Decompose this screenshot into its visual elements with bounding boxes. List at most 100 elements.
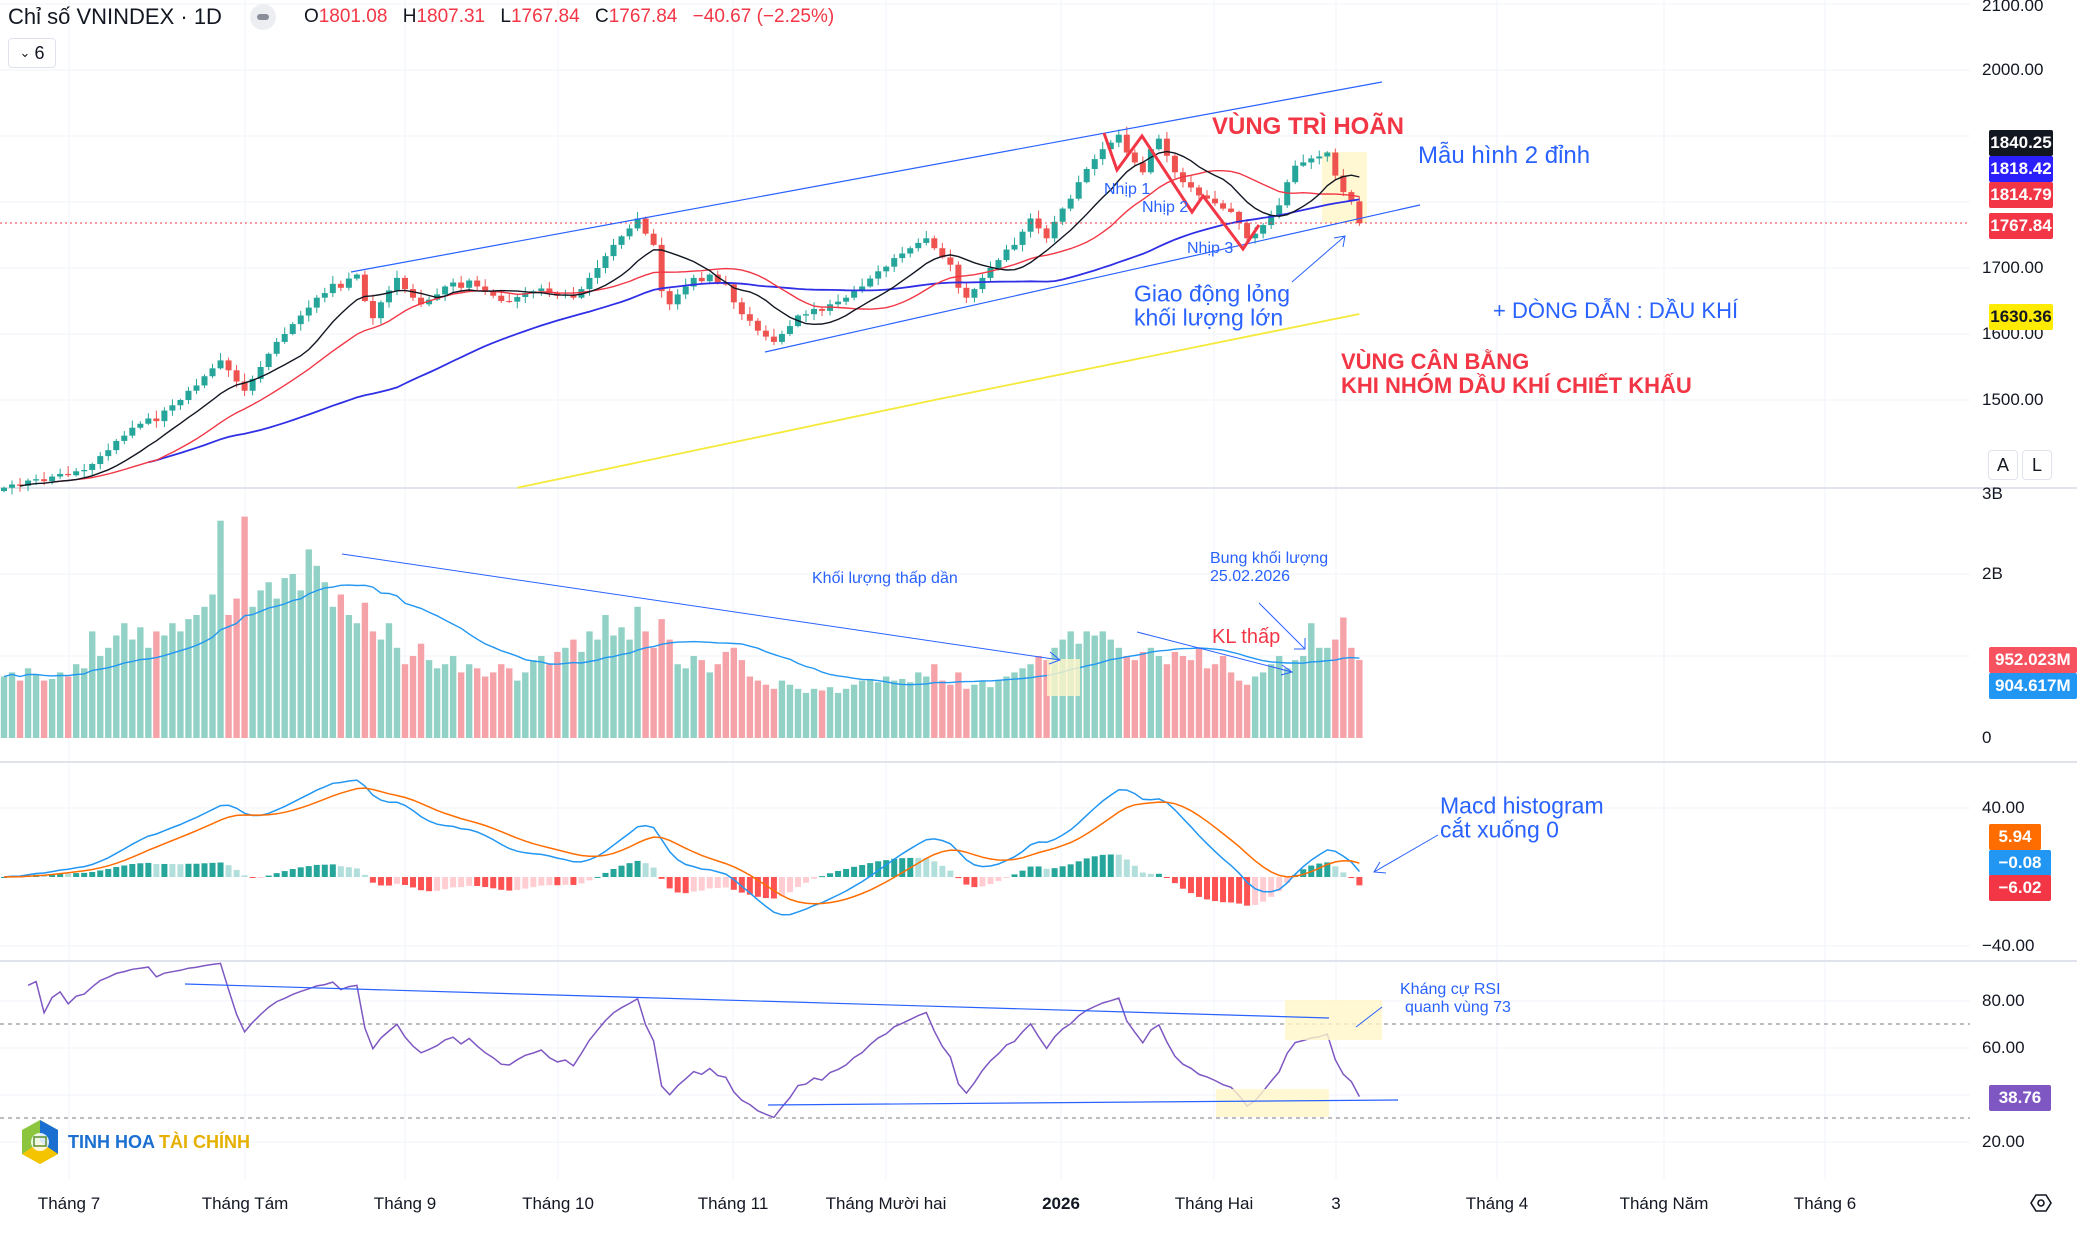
arrow-rsi[interactable] [1355, 1006, 1383, 1028]
candle-body [458, 282, 465, 288]
candle-body [466, 280, 473, 288]
candle-body [634, 218, 641, 229]
macd-histogram-bar [1332, 866, 1339, 877]
symbol-title[interactable]: Chỉ số VNINDEX · 1D [8, 4, 222, 29]
annotation-double-top[interactable]: Mẫu hình 2 đỉnh [1418, 142, 1591, 169]
annotation-volume-burst-line1[interactable]: Bung khối lượng [1210, 550, 1329, 567]
volume-trendline-2[interactable] [1136, 631, 1293, 673]
volume-bar [842, 688, 850, 738]
annotation-leading-group[interactable]: + DÒNG DẪN : DẦU KHÍ [1493, 298, 1739, 323]
candle-body [329, 283, 336, 294]
low-label: L [500, 6, 511, 27]
arrow-loose[interactable] [1291, 235, 1346, 283]
candle-body [217, 360, 224, 369]
macd-histogram-bar [570, 877, 577, 885]
volume-bar [1091, 635, 1098, 738]
candle-body [498, 295, 505, 301]
volume-bar [297, 590, 304, 738]
macd-histogram-bar [289, 869, 296, 877]
annotation-loose-line1[interactable]: Giao động lỏng [1134, 280, 1291, 307]
volume-bar [313, 565, 320, 738]
annotation-rsi-line2[interactable]: quanh vùng 73 [1405, 999, 1511, 1016]
arrow-macd[interactable] [1373, 834, 1439, 873]
candle-body [345, 278, 352, 288]
macd-histogram-bar [482, 877, 489, 888]
auto-scale-button[interactable]: A [1988, 450, 2018, 480]
settings-gear-icon[interactable] [2030, 1192, 2052, 1214]
volume-bar [1195, 647, 1203, 738]
volume-bar [698, 660, 705, 738]
volume-bar [32, 674, 40, 738]
macd-histogram-bar [201, 863, 208, 877]
candle-body [385, 290, 392, 303]
rsi-resistance-trendline[interactable] [184, 983, 1330, 1019]
indicators-toggle-button[interactable]: ⌄ 6 [8, 38, 56, 68]
annotation-rsi-line1[interactable]: Kháng cự RSI [1400, 981, 1501, 998]
macd-histogram-bar [819, 876, 826, 878]
candle-body [9, 484, 16, 488]
macd-histogram-bar [578, 877, 585, 884]
rsi-tick: 80.00 [1982, 991, 2025, 1010]
rsi-line [27, 962, 1361, 1119]
volume-bar [72, 664, 80, 738]
volume-bar [329, 606, 337, 738]
highlight-box-rsi-resistance[interactable] [1285, 1000, 1382, 1040]
volume-declining-trendline[interactable] [341, 553, 1061, 661]
annotation-wave-3[interactable]: Nhịp 3 [1187, 240, 1234, 257]
candle-body [305, 307, 312, 316]
candle-body [426, 299, 433, 305]
log-scale-button[interactable]: L [2022, 450, 2052, 480]
channel-upper-trendline[interactable] [350, 81, 1383, 273]
volume-bar [834, 692, 842, 738]
annotation-low-volume[interactable]: KL thấp [1212, 626, 1281, 648]
arrow-volume-burst[interactable] [1258, 602, 1306, 650]
macd-histogram-bar [642, 863, 649, 877]
wave-zigzag[interactable] [1102, 132, 1261, 252]
macd-histogram-bar [835, 870, 842, 877]
candle-body [257, 367, 264, 379]
macd-histogram-bar [450, 877, 457, 888]
ma-fast-badge: 1840.25 [1989, 130, 2053, 156]
annotation-wave-1[interactable]: Nhịp 1 [1104, 181, 1151, 198]
volume-bar [1227, 672, 1235, 738]
volume-bar [1308, 623, 1315, 738]
annotation-wave-2[interactable]: Nhịp 2 [1142, 199, 1189, 216]
annotation-volume-burst-line2[interactable]: 25.02.2026 [1210, 568, 1291, 585]
rsi-support-trendline[interactable] [767, 1099, 1399, 1106]
macd-histogram-bar [947, 870, 954, 877]
market-status-icon[interactable] [249, 4, 276, 30]
volume-bar [337, 594, 345, 738]
macd-histogram-bar [257, 877, 264, 878]
volume-bar [1187, 660, 1195, 738]
volume-bar [1035, 656, 1042, 738]
volume-bar [185, 619, 192, 738]
macd-histogram-bar [1187, 877, 1194, 894]
candlesticks [1, 126, 1363, 495]
candle-body [193, 385, 200, 391]
macd-histogram-bar [89, 871, 96, 877]
macd-histogram-bar [666, 877, 673, 889]
volume-bar [794, 688, 802, 738]
macd-histogram-bar [610, 868, 617, 877]
volume-bar [923, 676, 930, 738]
macd-histogram-bar [586, 877, 593, 881]
macd-histogram-bar [674, 877, 681, 893]
macd-histogram-bar [1051, 868, 1058, 877]
annotation-delay-zone[interactable]: VÙNG TRÌ HOÃN [1212, 113, 1404, 140]
annotation-balance-line2[interactable]: KHI NHÓM DẦU KHÍ CHIẾT KHẤU [1341, 373, 1692, 398]
highlight-box-volume[interactable] [1047, 659, 1080, 696]
annotation-balance-line1[interactable]: VÙNG CÂN BẰNG [1341, 349, 1530, 374]
volume-bar [1163, 664, 1171, 738]
annotation-macd-line2[interactable]: cắt xuống 0 [1440, 816, 1559, 843]
macd-histogram-bar [1147, 873, 1154, 877]
candle-body [546, 288, 553, 294]
channel-lower-trendline[interactable] [764, 204, 1421, 353]
annotation-macd-line1[interactable]: Macd histogram [1440, 792, 1604, 819]
macd-histogram-bar [385, 877, 392, 886]
highlight-box-rsi-support[interactable] [1216, 1089, 1329, 1117]
annotation-volume-declining[interactable]: Khối lượng thấp dần [812, 570, 958, 587]
macd-histogram-bar [867, 863, 874, 877]
annotation-loose-line2[interactable]: khối lượng lớn [1134, 304, 1284, 331]
volume-bar [345, 615, 353, 738]
